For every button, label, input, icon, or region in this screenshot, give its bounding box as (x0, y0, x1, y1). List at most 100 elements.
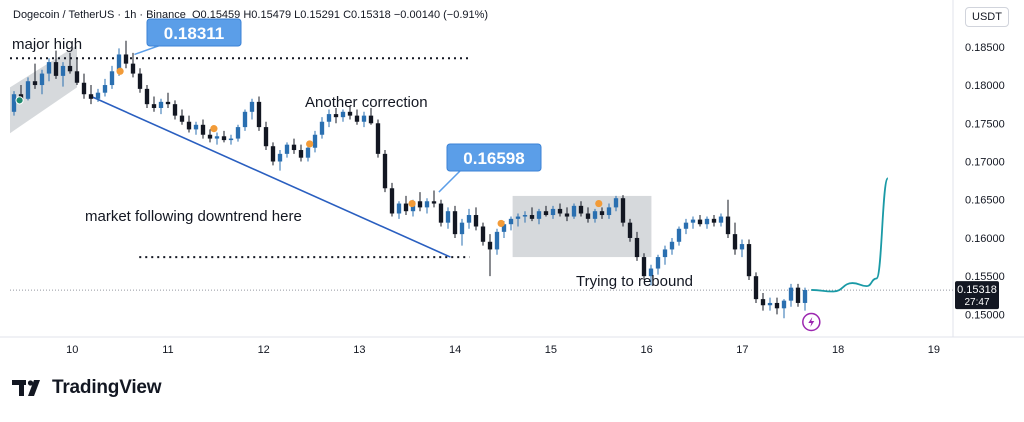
currency-button[interactable]: USDT (965, 7, 1009, 27)
y-tick-label: 0.16500 (965, 195, 1005, 207)
candle-body (431, 201, 437, 204)
candle-body (116, 54, 122, 72)
rebound-label: Trying to rebound (576, 273, 693, 290)
y-tick-label: 0.15000 (965, 309, 1005, 321)
projection-path (811, 177, 889, 293)
candle-body (347, 111, 353, 116)
trendline (91, 95, 451, 258)
y-tick-label: 0.17000 (965, 157, 1005, 169)
orange-marker (306, 140, 314, 148)
candle-body (494, 231, 500, 250)
candle-body (522, 215, 528, 217)
ohlc-close: C0.15318 (343, 9, 391, 21)
candle-body (39, 73, 45, 86)
symbol-header: Dogecoin / TetherUS · 1h · Binance O0.15… (13, 9, 488, 21)
candle-body (179, 115, 185, 122)
candle-body (298, 150, 304, 158)
candle-body (375, 123, 381, 154)
brand-name: TradingView (52, 377, 162, 398)
candle-body (459, 222, 465, 235)
candle-body (424, 201, 430, 208)
candle-body (578, 205, 584, 214)
ohlc-open: O0.15459 (191, 9, 241, 21)
candle-body (669, 241, 675, 250)
candle-body (606, 207, 612, 216)
candle-body (725, 216, 731, 235)
candle-body (256, 101, 262, 128)
candle-body (319, 121, 325, 135)
candle-body (732, 234, 738, 250)
callout-mid-box (446, 143, 542, 172)
symbol-name[interactable]: Dogecoin / TetherUS · 1h · Binance (13, 9, 186, 21)
x-tick-label: 19 (928, 344, 940, 356)
candle-body (634, 237, 640, 258)
major-high-label: major high (12, 36, 82, 53)
candle-body (382, 153, 388, 189)
x-tick-label: 11 (162, 344, 173, 356)
candle-body (333, 114, 339, 118)
candle-body (438, 203, 444, 223)
candle-body (186, 121, 192, 130)
y-tick-label: 0.18500 (965, 42, 1005, 54)
y-tick-label: 0.16000 (965, 233, 1005, 245)
y-tick-label: 0.18000 (965, 80, 1005, 92)
x-tick-label: 15 (545, 344, 557, 356)
candle-body (95, 92, 101, 99)
candle-body (354, 115, 360, 122)
candle-body (781, 300, 787, 309)
candle-body (466, 215, 472, 223)
x-tick-label: 10 (66, 344, 78, 356)
candle-body (543, 211, 549, 216)
candle-body (676, 228, 682, 242)
candle-body (11, 94, 17, 112)
candle-body (60, 65, 66, 76)
candle-body (795, 287, 801, 303)
y-tick-label: 0.15500 (965, 271, 1005, 283)
ohlc-low: L0.15291 (294, 9, 341, 21)
y-tick-label: 0.17500 (965, 118, 1005, 130)
candle-body (193, 124, 199, 130)
candle-body (109, 71, 115, 86)
candle-body (592, 211, 598, 219)
callout-high-box (146, 18, 242, 47)
candle-body (144, 88, 150, 105)
price-tag-countdown: 27:47 (964, 297, 989, 308)
downtrend-label: market following downtrend here (85, 208, 302, 225)
candle-body (690, 219, 696, 223)
candle-body (403, 203, 409, 212)
candle-body (662, 249, 668, 258)
candle-body (396, 203, 402, 214)
candle-body (249, 101, 255, 112)
x-tick-label: 13 (353, 344, 365, 356)
candle-body (452, 211, 458, 235)
candle-body (102, 85, 108, 93)
candle-body (32, 81, 38, 86)
candle-body (74, 71, 80, 83)
candle-body (361, 115, 367, 122)
candle-body (641, 257, 647, 277)
candle-body (242, 111, 248, 128)
candle-body (508, 218, 514, 225)
candle-body (585, 213, 591, 219)
candle-body (802, 289, 808, 303)
x-tick-label: 16 (641, 344, 653, 356)
candle-body (529, 215, 535, 219)
candle-body (683, 222, 689, 229)
candle-body (46, 62, 52, 74)
candle-body (746, 244, 752, 277)
candle-body (221, 136, 227, 141)
candle-body (389, 188, 395, 214)
candle-body (291, 144, 297, 151)
candle-body (263, 127, 269, 147)
candle-body (165, 101, 171, 105)
candle-body (172, 104, 178, 116)
candle-body (515, 216, 521, 219)
callout-high-label: 0.18311 (164, 24, 225, 43)
tradingview-brand[interactable]: TradingView (12, 377, 162, 399)
ohlc-high: H0.15479 (243, 9, 292, 21)
candle-body (67, 65, 73, 72)
candle-body (760, 299, 766, 306)
candle-body (235, 127, 241, 139)
candle-body (718, 216, 724, 223)
